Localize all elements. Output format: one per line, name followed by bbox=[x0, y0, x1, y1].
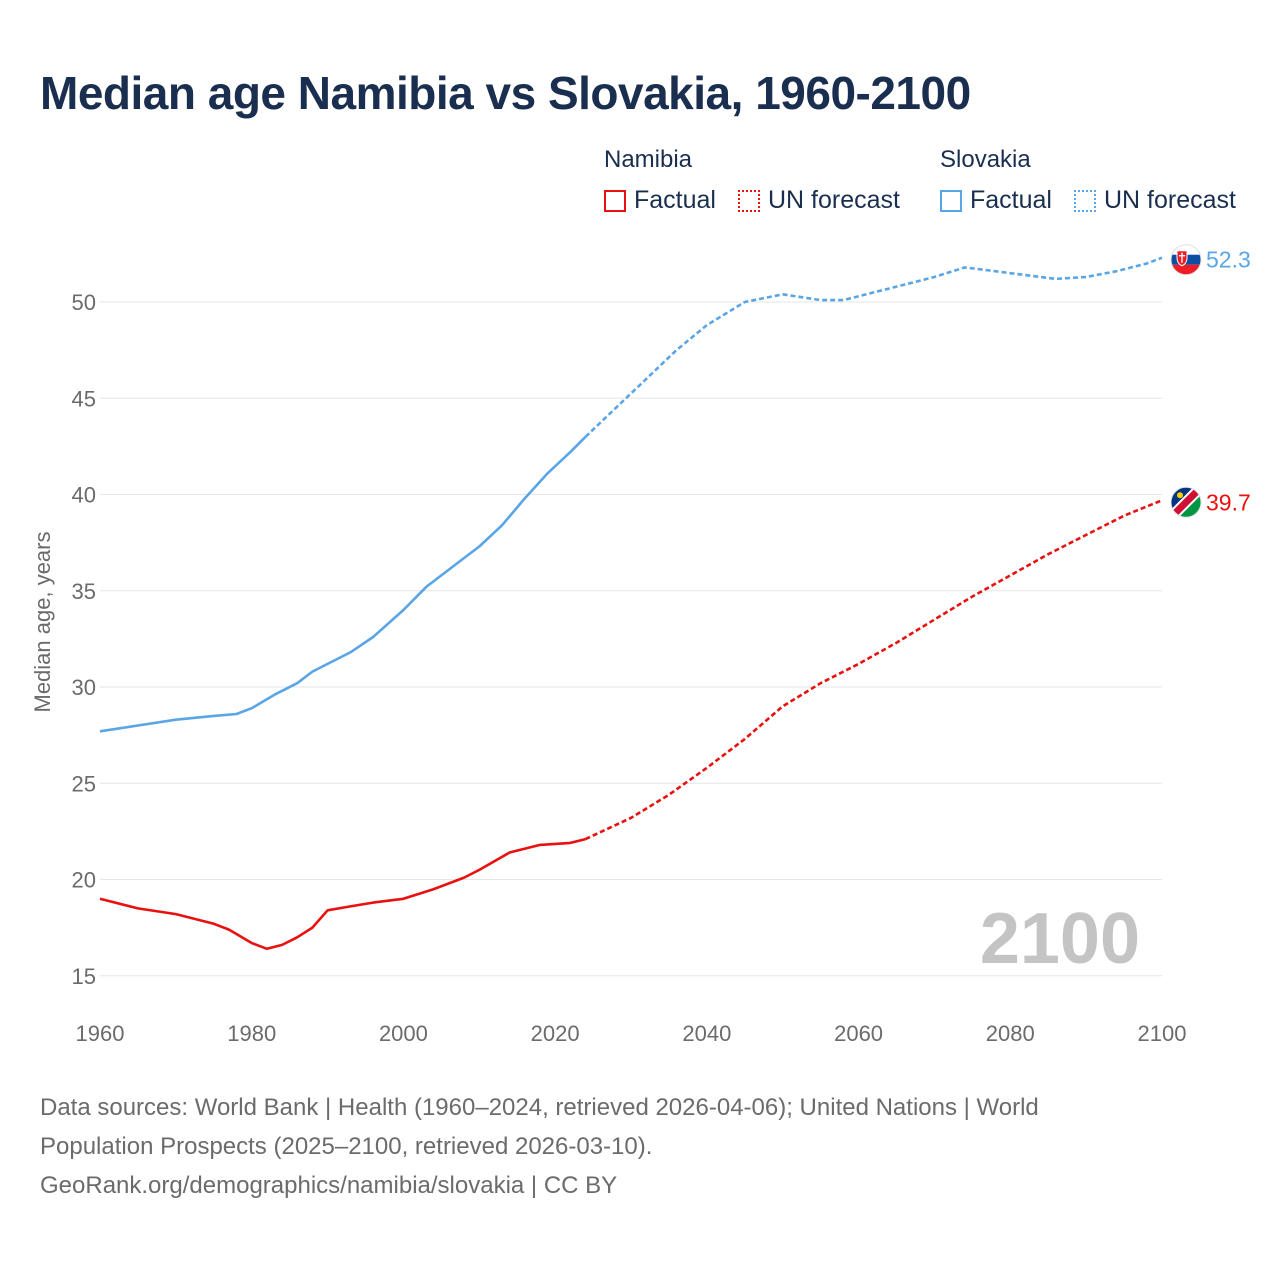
legend-namibia-forecast-label: UN forecast bbox=[768, 186, 900, 214]
y-tick-35: 35 bbox=[72, 579, 96, 604]
line-chart: 15 20 25 30 35 40 45 50 1960 1980 2000 2020 2040 206… bbox=[30, 244, 1251, 1046]
y-tick-15: 15 bbox=[72, 964, 96, 989]
slovakia-end-value: 52.3 bbox=[1206, 247, 1251, 273]
year-watermark: 2100 bbox=[980, 899, 1140, 979]
x-tick-2020: 2020 bbox=[531, 1021, 580, 1046]
legend-slovakia-forecast-label: UN forecast bbox=[1104, 186, 1236, 214]
legend-namibia-factual-label: Factual bbox=[634, 186, 716, 214]
x-tick-2060: 2060 bbox=[834, 1021, 883, 1046]
y-tick-25: 25 bbox=[72, 771, 96, 796]
y-tick-20: 20 bbox=[72, 868, 96, 893]
legend-namibia-label: Namibia bbox=[604, 146, 693, 173]
legend-slovakia-factual-label: Factual bbox=[970, 186, 1052, 214]
footer-source-line-1: Data sources: World Bank | Health (1960–… bbox=[40, 1094, 1039, 1121]
legend-swatch-namibia-factual bbox=[604, 189, 626, 212]
x-tick-1980: 1980 bbox=[227, 1021, 276, 1046]
legend-namibia-forecast[interactable]: UN forecast bbox=[738, 186, 900, 215]
footer: Data sources: World Bank | Health (1960–… bbox=[40, 1088, 1220, 1205]
x-tick-2000: 2000 bbox=[379, 1021, 428, 1046]
legend-slovakia-factual[interactable]: Factual bbox=[940, 186, 1052, 215]
namibia-end-value: 39.7 bbox=[1206, 489, 1251, 515]
x-tick-2100: 2100 bbox=[1138, 1021, 1187, 1046]
legend-namibia-factual[interactable]: Factual bbox=[604, 186, 716, 215]
series-line-namibia-factual[interactable] bbox=[99, 837, 586, 951]
y-tick-50: 50 bbox=[72, 290, 96, 315]
series-line-namibia-forecast[interactable] bbox=[584, 499, 1163, 841]
y-tick-30: 30 bbox=[72, 675, 96, 700]
series-line-slovakia-factual[interactable] bbox=[99, 435, 587, 733]
namibia-flag-icon bbox=[1170, 486, 1202, 518]
footer-credit-link[interactable]: GeoRank.org/demographics/namibia/slovaki… bbox=[40, 1172, 618, 1199]
legend-swatch-slovakia-factual bbox=[940, 189, 962, 212]
legend-swatch-namibia-forecast bbox=[738, 189, 760, 212]
footer-source-line-2: Population Prospects (2025–2100, retriev… bbox=[40, 1133, 653, 1160]
y-tick-labels: 15 20 25 30 35 40 45 50 bbox=[72, 290, 96, 989]
legend-swatch-slovakia-forecast bbox=[1074, 189, 1096, 212]
y-axis-label: Median age, years bbox=[30, 532, 55, 713]
x-tick-1960: 1960 bbox=[76, 1021, 125, 1046]
x-tick-2040: 2040 bbox=[682, 1021, 731, 1046]
x-tick-2080: 2080 bbox=[986, 1021, 1035, 1046]
series-line-slovakia-forecast[interactable] bbox=[584, 256, 1163, 438]
x-tick-labels: 1960 1980 2000 2020 2040 2060 2080 2100 bbox=[76, 1021, 1187, 1046]
y-tick-40: 40 bbox=[72, 483, 96, 508]
slovakia-flag-icon bbox=[1170, 244, 1202, 276]
series-lines bbox=[99, 256, 1163, 951]
series-end-markers: 39.7 52.3 bbox=[1170, 244, 1251, 518]
y-tick-45: 45 bbox=[72, 386, 96, 411]
grid-lines bbox=[100, 301, 1162, 977]
legend-slovakia-forecast[interactable]: UN forecast bbox=[1074, 186, 1236, 215]
legend-slovakia-label: Slovakia bbox=[940, 146, 1031, 173]
chart-title: Median age Namibia vs Slovakia, 1960-210… bbox=[40, 67, 971, 119]
